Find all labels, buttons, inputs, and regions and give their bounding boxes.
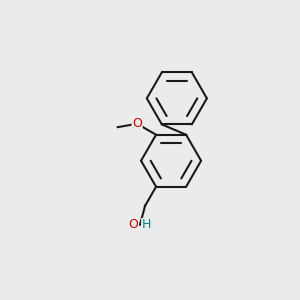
Text: H: H <box>141 218 151 231</box>
Text: O: O <box>129 218 139 231</box>
Text: O: O <box>132 117 142 130</box>
